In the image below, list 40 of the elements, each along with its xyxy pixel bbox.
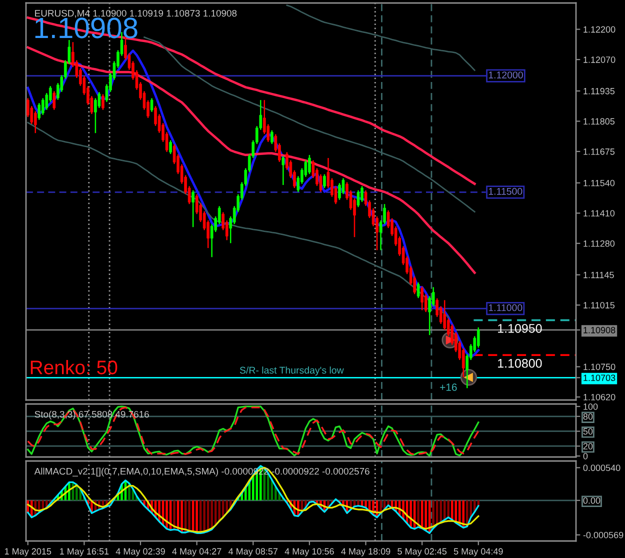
y-tick-label: 1.10908 bbox=[584, 326, 616, 334]
y-tick-label: 1.11935 bbox=[584, 88, 615, 94]
y-tick-label: 0.000540 bbox=[583, 464, 620, 472]
y-tick-label: 1.11410 bbox=[584, 210, 615, 216]
x-tick-label: 4 May 10:56 bbox=[284, 548, 334, 556]
y-tick-label: 1.10750 bbox=[584, 364, 616, 370]
y-tick-label: 0 bbox=[583, 452, 588, 460]
y-tick-label: 1.12200 bbox=[584, 26, 616, 33]
text: EURUSD,M4 1.10900 1.10919 1.10873 1.10908 bbox=[35, 10, 237, 18]
y-tick-label: 80 bbox=[583, 413, 593, 420]
y-tick-label: 1.12070 bbox=[584, 56, 616, 63]
x-tick-label: 4 May 02:39 bbox=[116, 548, 165, 556]
y-tick-label: 100 bbox=[584, 403, 598, 410]
y-tick-label: 50 bbox=[583, 428, 593, 435]
ref-line-label: 1.11000 bbox=[488, 304, 522, 312]
x-tick-label: 1 May 2015 bbox=[4, 548, 52, 556]
y-tick-label: 1.11015 bbox=[584, 302, 615, 308]
y-tick-label: 1.11540 bbox=[584, 180, 615, 186]
y-tick-label: 20 bbox=[583, 443, 593, 450]
x-tick-label: 5 May 02:45 bbox=[398, 548, 447, 556]
y-tick-label: 1.11805 bbox=[584, 118, 615, 125]
annotation: S/R- last Thursday's low bbox=[240, 366, 344, 376]
annotation: Renko: 50 bbox=[30, 360, 118, 374]
ref-line-label: 1.10950 bbox=[498, 324, 542, 333]
y-tick-label: -0.000569 bbox=[583, 532, 624, 538]
ref-line-label: 1.10800 bbox=[498, 358, 542, 368]
ref-line-label: 1.11500 bbox=[488, 188, 522, 195]
y-tick-label: 1.11280 bbox=[584, 240, 615, 247]
x-tick-label: 4 May 04:27 bbox=[172, 548, 222, 556]
y-tick-label: 1.11675 bbox=[584, 148, 615, 155]
x-tick-label: 1 May 16:51 bbox=[60, 548, 109, 556]
x-tick-label: 4 May 08:57 bbox=[228, 548, 278, 556]
ref-line-label: 1.12000 bbox=[488, 72, 523, 78]
x-tick-label: 4 May 18:09 bbox=[341, 548, 390, 556]
y-tick-label: 1.11145 bbox=[584, 272, 614, 278]
x-tick-label: 5 May 04:49 bbox=[454, 548, 503, 556]
y-tick-label: 1.10620 bbox=[584, 394, 616, 400]
y-tick-label: 0.00 bbox=[583, 497, 600, 504]
annotation: +16 bbox=[440, 384, 457, 391]
y-tick-label: 1.10703 bbox=[584, 374, 616, 382]
